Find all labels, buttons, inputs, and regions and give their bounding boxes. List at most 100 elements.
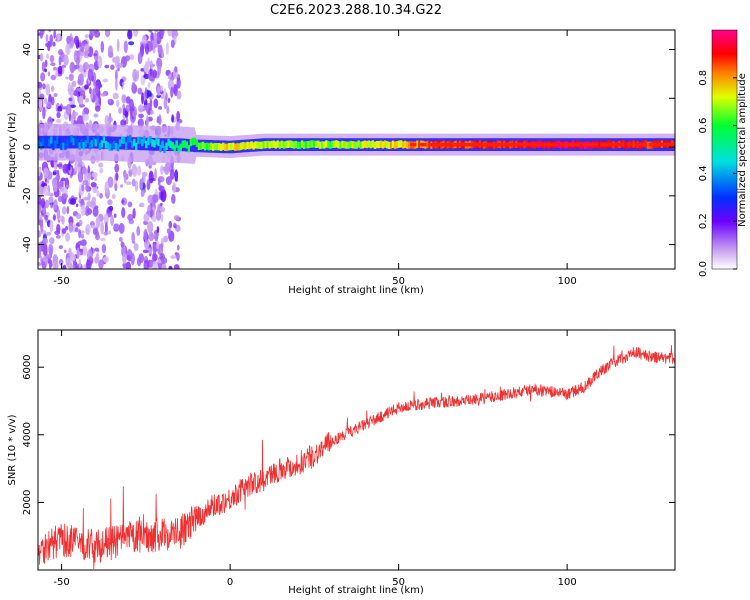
spectrogram-noise-blob	[154, 168, 157, 181]
spectrogram-noise-blob	[79, 90, 86, 96]
spectrogram-ridge-cell	[213, 142, 217, 151]
spectrogram-ridge-cell	[254, 141, 257, 149]
spectrogram-noise-blob	[55, 118, 62, 124]
spectrogram-ridge-cell	[104, 141, 108, 149]
spectrogram-ridge-cell	[197, 142, 201, 151]
spectrogram-ridge-peak	[551, 142, 554, 147]
spectrogram-ridge-cell	[298, 141, 302, 149]
spectrogram-noise-blob	[99, 167, 104, 174]
spectrogram-noise-blob	[79, 251, 83, 256]
spectrogram-noise-blob	[126, 254, 131, 261]
spectrogram-ridge-peak	[638, 142, 641, 147]
spectrogram-noise-blob	[112, 92, 119, 100]
spectrogram-noise-blob	[94, 85, 99, 95]
spectrogram-noise-blob	[151, 261, 158, 269]
spectrogram-noise-blob	[146, 115, 149, 128]
snr-y-tick-label: 6000	[22, 354, 33, 379]
spectrogram-ridge-peak	[440, 142, 443, 147]
spectrogram-ridge-cell	[68, 137, 71, 145]
spectrogram-ridge-peak	[636, 142, 639, 147]
spectrogram-noise-blob	[56, 163, 63, 168]
spectrogram-ridge-cell	[203, 143, 207, 151]
spectrogram-ridge-peak	[446, 142, 449, 147]
spectrogram-ridge-peak	[418, 142, 421, 147]
spectrogram-ridge-peak	[600, 142, 603, 147]
spectrogram-noise-blob	[42, 106, 46, 120]
spectrogram-ridge-cell	[296, 141, 300, 150]
spectrogram-noise-blob	[98, 259, 104, 269]
spectrogram-ridge-cell	[347, 141, 350, 149]
spectrogram-ridge-peak	[458, 142, 461, 147]
spectrogram-ridge-cell	[78, 142, 81, 150]
spectrogram-ridge-cell	[391, 140, 395, 148]
spectrogram-noise-blob	[166, 228, 172, 234]
spectrogram-noise-blob	[89, 64, 94, 70]
spectrogram-ridge-cell	[399, 140, 403, 148]
spectrogram-noise-blob	[74, 261, 78, 269]
spectrogram-noise-blob	[147, 194, 154, 204]
spectrogram-ridge-cell	[54, 140, 57, 148]
spectrogram-ridge-peak	[602, 142, 605, 147]
spectrogram-ridge-peak	[545, 142, 548, 147]
colorbar-tick-label: 0.4	[698, 165, 709, 181]
spectrogram-noise-blob	[69, 198, 77, 205]
spectrogram-noise-blob	[147, 82, 151, 88]
spectrogram-ridge-cell	[116, 143, 120, 152]
spectrogram-noise-blob	[136, 257, 142, 267]
spectrogram-noise-blob	[99, 192, 103, 199]
spectrogram-ridge-cell	[86, 135, 89, 144]
spectrogram-noise-blob	[169, 168, 175, 181]
spectrogram-noise-blob	[122, 262, 128, 269]
spectrogram-noise-blob	[165, 92, 168, 100]
spectrogram-noise-blob	[69, 61, 76, 74]
spectrogram-noise-blob	[93, 53, 98, 57]
spectrogram-noise-blob	[80, 233, 85, 239]
spectrogram-ridge-cell	[266, 140, 269, 149]
colorbar-tick-label: 0.0	[698, 261, 709, 277]
spectrogram-ridge-peak	[521, 142, 524, 147]
spectrogram-ridge-cell	[383, 140, 387, 148]
spectrogram-ridge-peak	[596, 142, 599, 147]
spectrogram-ridge-cell	[205, 142, 209, 150]
spectrogram-noise-blob	[143, 213, 150, 223]
spectrogram-ridge-cell	[280, 140, 284, 148]
spectrogram-ridge-peak	[539, 142, 542, 147]
spectrogram-noise-blob	[121, 82, 125, 86]
spectrogram-noise-blob	[71, 80, 77, 87]
spectrogram-noise-blob	[62, 163, 69, 174]
spectrogram-noise-blob	[38, 184, 44, 198]
spectrogram-noise-blob	[95, 215, 101, 229]
spectrogram-noise-blob	[111, 193, 116, 199]
spectrogram-noise-blob	[56, 34, 61, 42]
spectrogram-ridge-cell	[112, 140, 116, 149]
spectrogram-noise-blob	[158, 106, 163, 110]
spectrogram-noise-blob	[59, 179, 64, 188]
spectrogram-ridge-peak	[614, 142, 617, 147]
spectrogram-noise-blob	[68, 247, 72, 258]
spectrogram-noise-blob	[104, 30, 111, 38]
spectrogram-noise-blob	[53, 199, 58, 211]
spectrogram-ridge-cell	[361, 141, 364, 149]
spectrogram-noise-blob	[45, 34, 49, 43]
spectrogram-ridge-cell	[246, 141, 249, 150]
spectrogram-noise-blob	[98, 162, 104, 168]
spectrogram-noise-blob	[48, 243, 54, 256]
snr-series-line	[38, 345, 675, 570]
spectrogram-ridge-peak	[670, 142, 674, 147]
spectrogram-noise-blob	[61, 193, 68, 199]
spectrogram-noise-blob	[74, 161, 78, 173]
spectrogram-ridge-cell	[408, 141, 411, 149]
spectrogram-noise-blob	[89, 30, 95, 37]
spectrogram-noise-blob	[165, 42, 169, 55]
spectrogram-ridge-peak	[468, 142, 471, 147]
spectrogram-ridge-peak	[630, 142, 633, 147]
spectrogram-ridge-cell	[278, 141, 282, 149]
spectrogram-x-axis-label: Height of straight line (km)	[288, 285, 424, 296]
spectrogram-ridge-peak	[549, 142, 552, 147]
spectrogram-ridge-cell	[317, 140, 320, 148]
spectrogram-ridge-cell	[389, 141, 393, 149]
spectrogram-ridge-peak	[490, 142, 494, 147]
spectrogram-ridge-cell	[286, 140, 290, 148]
spectrogram-ridge-peak	[606, 142, 609, 147]
